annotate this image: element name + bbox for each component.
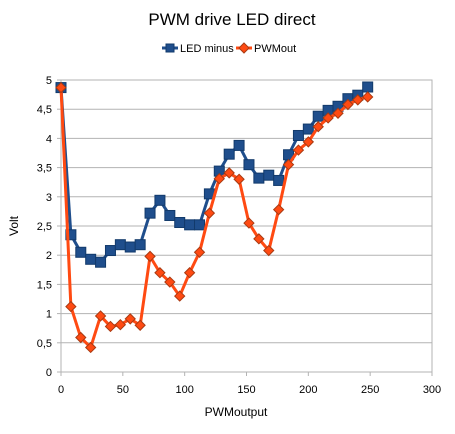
data-point-pwmout-0 — [55, 81, 67, 94]
data-point-pwmout-22 — [272, 203, 285, 216]
data-point-pwmout-6 — [114, 318, 127, 331]
series-layer — [55, 81, 374, 354]
data-point-led-minus-21 — [263, 169, 275, 181]
data-point-pwmout-3 — [84, 341, 97, 354]
data-point-led-minus-26 — [312, 110, 324, 122]
x-axis-title: PWMoutput — [205, 405, 268, 419]
data-point-led-minus-17 — [223, 148, 235, 160]
data-point-pwmout-10 — [154, 267, 166, 279]
data-point-pwmout-27 — [322, 112, 334, 124]
y-tick-label: 3,5 — [37, 163, 52, 175]
data-point-pwmout-2 — [75, 331, 87, 344]
y-tick-label: 4,5 — [37, 104, 52, 116]
legend-label-led-minus: LED minus — [180, 43, 234, 55]
data-point-pwmout-31 — [361, 91, 374, 103]
data-point-led-minus-7 — [124, 241, 136, 253]
y-tick-label: 4 — [46, 133, 52, 145]
data-point-pwmout-17 — [223, 167, 235, 179]
data-point-led-minus-10 — [154, 194, 166, 206]
data-point-pwmout-13 — [183, 267, 196, 279]
y-tick-label: 1 — [46, 309, 52, 321]
data-point-pwmout-5 — [104, 320, 117, 333]
data-point-pwmout-20 — [253, 233, 265, 245]
data-point-pwmout-28 — [332, 107, 344, 119]
data-point-led-minus-8 — [134, 239, 146, 251]
y-tick-label: 2 — [46, 250, 52, 262]
x-tick-label: 50 — [117, 384, 129, 396]
data-point-led-minus-12 — [174, 217, 186, 228]
data-point-led-minus-18 — [233, 139, 245, 151]
data-point-led-minus-2 — [75, 246, 87, 258]
data-point-led-minus-6 — [114, 239, 126, 251]
data-point-pwmout-30 — [352, 94, 364, 106]
data-point-pwmout-29 — [342, 98, 354, 111]
data-point-led-minus-4 — [95, 256, 107, 268]
data-point-led-minus-3 — [85, 253, 97, 265]
legend-marker-led-minus — [165, 43, 175, 53]
data-point-led-minus-13 — [184, 219, 196, 231]
data-point-led-minus-9 — [144, 207, 156, 219]
data-point-pwmout-15 — [203, 207, 216, 219]
data-point-pwmout-24 — [292, 144, 305, 156]
data-point-pwmout-19 — [243, 217, 255, 229]
y-tick-label: 0,5 — [37, 338, 52, 350]
data-point-led-minus-24 — [292, 129, 304, 141]
data-point-pwmout-4 — [94, 310, 107, 322]
x-tick-label: 100 — [175, 384, 193, 396]
x-tick-label: 250 — [361, 384, 379, 396]
legend-marker-pwmout — [238, 42, 250, 54]
data-point-pwmout-21 — [263, 244, 275, 257]
legend-item-pwmout: PWMout — [236, 42, 296, 55]
data-point-pwmout-16 — [213, 172, 225, 185]
data-point-pwmout-14 — [193, 246, 206, 258]
x-tick-label: 0 — [58, 384, 64, 396]
x-tick-label: 150 — [237, 384, 255, 396]
data-point-pwmout-26 — [312, 121, 324, 133]
data-point-led-minus-25 — [302, 123, 314, 135]
data-point-led-minus-20 — [253, 172, 265, 184]
data-point-led-minus-14 — [194, 219, 206, 231]
y-tick-label: 1,5 — [37, 279, 52, 291]
data-point-led-minus-5 — [104, 245, 116, 257]
data-point-pwmout-7 — [124, 313, 136, 325]
data-point-led-minus-11 — [164, 209, 176, 221]
data-point-pwmout-18 — [233, 173, 245, 185]
data-point-pwmout-9 — [144, 250, 156, 263]
y-tick-label: 5 — [46, 75, 52, 87]
data-point-pwmout-25 — [302, 136, 315, 148]
data-point-led-minus-19 — [243, 159, 255, 171]
data-point-pwmout-12 — [174, 290, 186, 302]
data-point-pwmout-23 — [282, 158, 295, 171]
data-point-pwmout-11 — [164, 276, 176, 288]
data-point-pwmout-1 — [65, 300, 77, 313]
data-point-led-minus-1 — [65, 229, 77, 241]
chart-legend: LED minus PWMout — [162, 42, 296, 55]
x-tick-label: 200 — [299, 384, 317, 396]
data-point-pwmout-8 — [134, 319, 146, 331]
y-tick-label: 2,5 — [37, 221, 52, 233]
y-axis-title: Volt — [7, 215, 21, 236]
legend-item-led-minus: LED minus — [162, 43, 234, 55]
y-tick-label: 0 — [46, 367, 52, 379]
data-point-led-minus-31 — [362, 81, 374, 93]
y-tick-label: 3 — [46, 192, 52, 204]
x-tick-label: 300 — [423, 384, 441, 396]
data-point-led-minus-22 — [273, 174, 285, 186]
axes: 00,511,522,533,544,550 50 100 150 200 250 300 — [37, 75, 441, 396]
chart-title: PWM drive LED direct — [148, 10, 315, 29]
legend-label-pwmout: PWMout — [254, 43, 296, 55]
